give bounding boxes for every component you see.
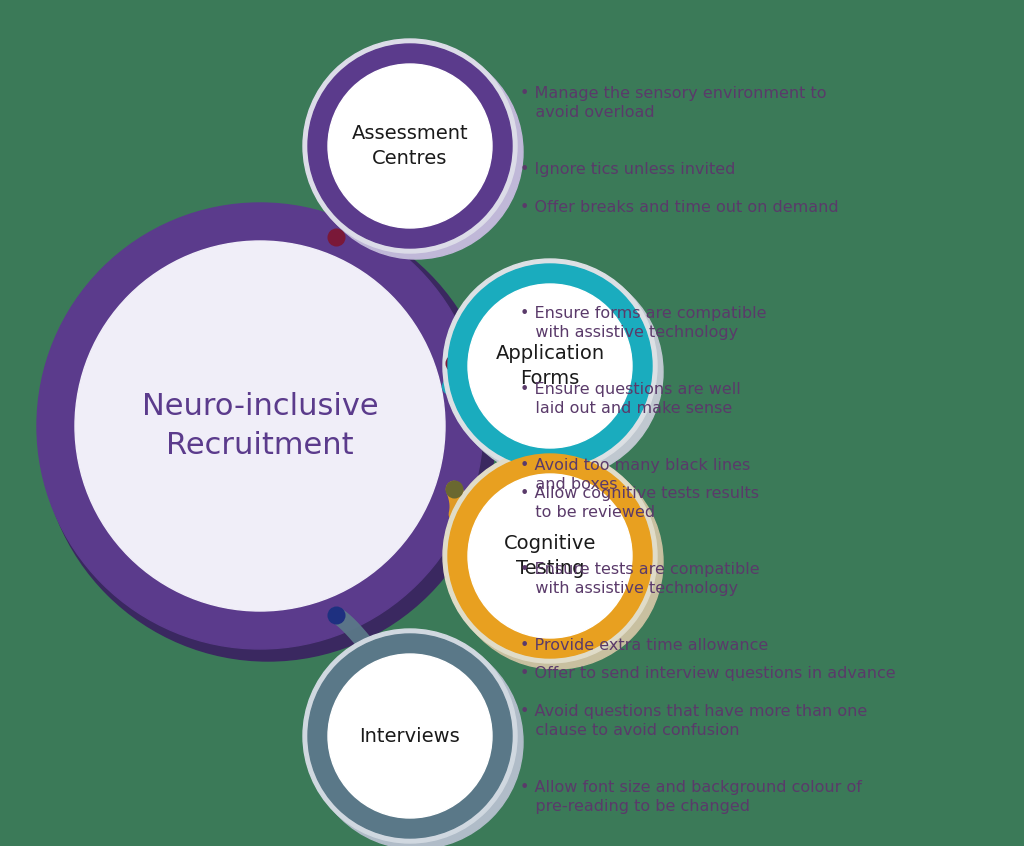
Text: • Ensure tests are compatible
   with assistive technology: • Ensure tests are compatible with assis… (520, 562, 760, 596)
Circle shape (449, 264, 652, 468)
Circle shape (303, 39, 517, 253)
Text: Application
Forms: Application Forms (496, 344, 604, 388)
Circle shape (309, 45, 523, 259)
Text: Cognitive
Testing: Cognitive Testing (504, 534, 596, 578)
Circle shape (75, 241, 445, 611)
Text: • Offer to send interview questions in advance: • Offer to send interview questions in a… (520, 666, 896, 681)
Circle shape (328, 654, 492, 818)
Circle shape (309, 635, 523, 846)
Circle shape (449, 265, 663, 479)
Circle shape (308, 634, 512, 838)
Circle shape (449, 455, 663, 669)
Circle shape (308, 44, 512, 248)
Text: Assessment
Centres: Assessment Centres (351, 124, 468, 168)
Circle shape (41, 207, 495, 661)
Text: • Provide extra time allowance: • Provide extra time allowance (520, 638, 768, 653)
Text: • Ensure forms are compatible
   with assistive technology: • Ensure forms are compatible with assis… (520, 306, 767, 339)
Circle shape (449, 454, 652, 658)
Circle shape (303, 629, 517, 843)
Text: • Ensure questions are well
   laid out and make sense: • Ensure questions are well laid out and… (520, 382, 740, 415)
Circle shape (328, 64, 492, 228)
Text: • Manage the sensory environment to
   avoid overload: • Manage the sensory environment to avoi… (520, 86, 826, 119)
Text: • Ignore tics unless invited: • Ignore tics unless invited (520, 162, 735, 177)
Text: • Offer breaks and time out on demand: • Offer breaks and time out on demand (520, 200, 839, 215)
Text: Neuro-inclusive
Recruitment: Neuro-inclusive Recruitment (141, 393, 378, 459)
Circle shape (443, 259, 657, 473)
Text: • Allow cognitive tests results
   to be reviewed: • Allow cognitive tests results to be re… (520, 486, 759, 519)
Circle shape (468, 284, 632, 448)
Circle shape (468, 474, 632, 638)
Text: • Allow font size and background colour of
   pre-reading to be changed: • Allow font size and background colour … (520, 780, 862, 814)
Circle shape (37, 203, 483, 649)
Text: Interviews: Interviews (359, 727, 461, 745)
Circle shape (443, 449, 657, 663)
Text: • Avoid questions that have more than one
   clause to avoid confusion: • Avoid questions that have more than on… (520, 704, 867, 738)
Text: • Avoid too many black lines
   and boxes: • Avoid too many black lines and boxes (520, 458, 751, 492)
